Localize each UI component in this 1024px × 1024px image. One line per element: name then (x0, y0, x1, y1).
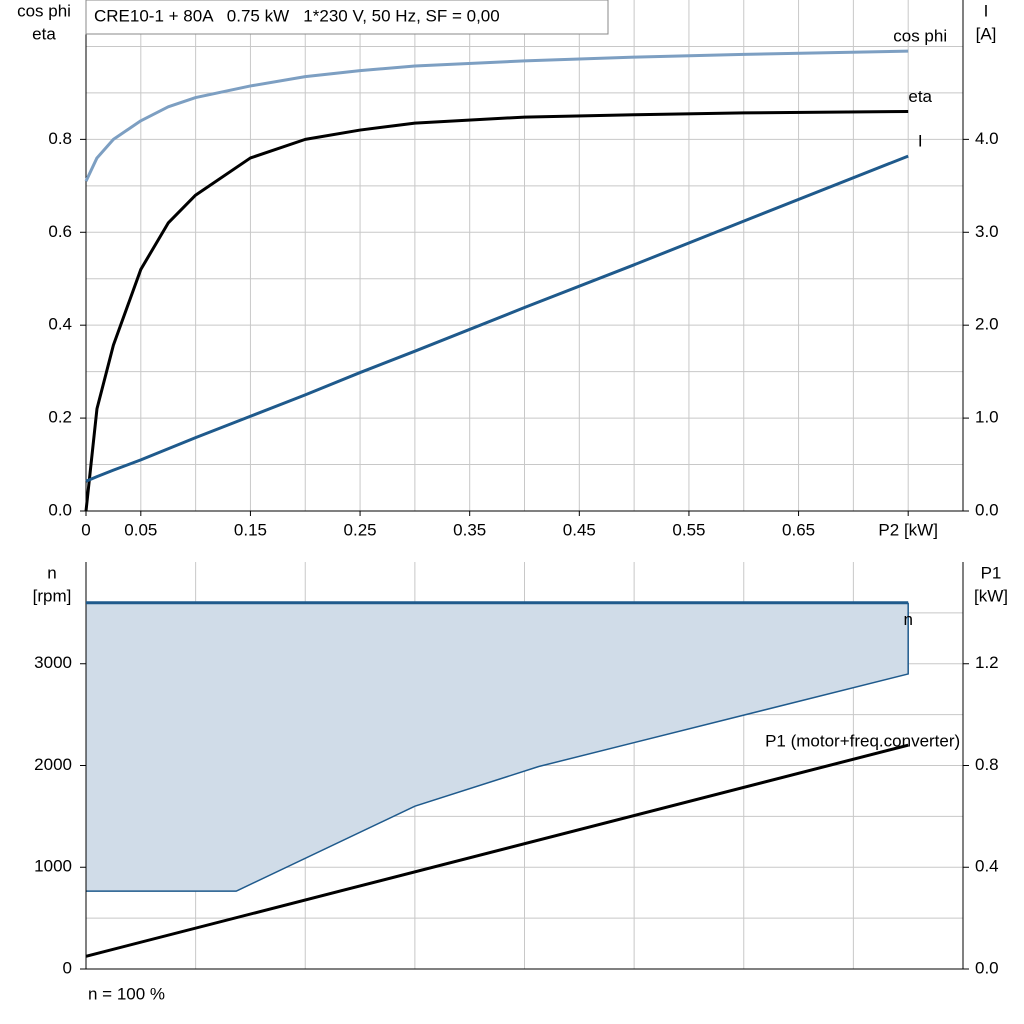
x-tick-label: P2 [kW] (878, 520, 938, 539)
y-tick-label: 1000 (34, 857, 72, 876)
y-axis-label: cos phi (17, 1, 71, 20)
y2-tick-label: 0.4 (975, 857, 999, 876)
y-axis-label: eta (32, 24, 56, 43)
y2-axis-label: I (984, 1, 989, 20)
y-tick-label: 0.8 (48, 129, 72, 148)
series-line (84, 109, 909, 512)
y-tick-label: 0.6 (48, 222, 72, 241)
x-tick-label: 0.65 (782, 520, 815, 539)
series-label: I (918, 132, 923, 151)
series-line (85, 154, 909, 483)
y2-axis-label: [kW] (974, 586, 1008, 605)
y-tick-label: 3000 (34, 653, 72, 672)
x-tick-label: 0.45 (563, 520, 596, 539)
x-tick-label: 0.15 (234, 520, 267, 539)
title-box (85, 0, 609, 35)
y2-tick-label: 0.8 (975, 755, 999, 774)
series-label: cos phi (893, 27, 947, 46)
x-tick-label: 0.05 (124, 520, 157, 539)
y2-tick-label: 2.0 (975, 315, 999, 334)
footnote: n = 100 % (88, 984, 165, 1003)
y-tick-label: 0.2 (48, 408, 72, 427)
x-tick-label: 0.55 (672, 520, 705, 539)
y2-tick-label: 0.0 (975, 958, 999, 977)
y2-axis-label: [A] (976, 24, 997, 43)
series-label: eta (908, 87, 932, 106)
range-edge (86, 602, 909, 892)
series-label: P1 (motor+freq.converter) (765, 732, 960, 751)
y-tick-label: 0 (63, 958, 72, 977)
series-line (84, 49, 909, 182)
y-tick-label: 2000 (34, 755, 72, 774)
y-axis-label: n (47, 563, 56, 582)
x-tick-label: 0.35 (453, 520, 486, 539)
y-tick-label: 0.4 (48, 315, 72, 334)
chart-title: CRE10-1 + 80A 0.75 kW 1*230 V, 50 Hz, SF… (94, 6, 500, 25)
y-axis-label: [rpm] (33, 586, 72, 605)
series-line (85, 743, 909, 958)
y-tick-label: 0.0 (48, 500, 72, 519)
y2-tick-label: 0.0 (975, 500, 999, 519)
range-area (86, 602, 909, 892)
y2-tick-label: 1.2 (975, 653, 999, 672)
y2-tick-label: 1.0 (975, 408, 999, 427)
y2-tick-label: 4.0 (975, 129, 999, 148)
series-label: n (903, 610, 912, 629)
x-tick-label: 0 (81, 520, 90, 539)
x-tick-label: 0.25 (344, 520, 377, 539)
y2-axis-label: P1 (981, 563, 1002, 582)
y2-tick-label: 3.0 (975, 222, 999, 241)
